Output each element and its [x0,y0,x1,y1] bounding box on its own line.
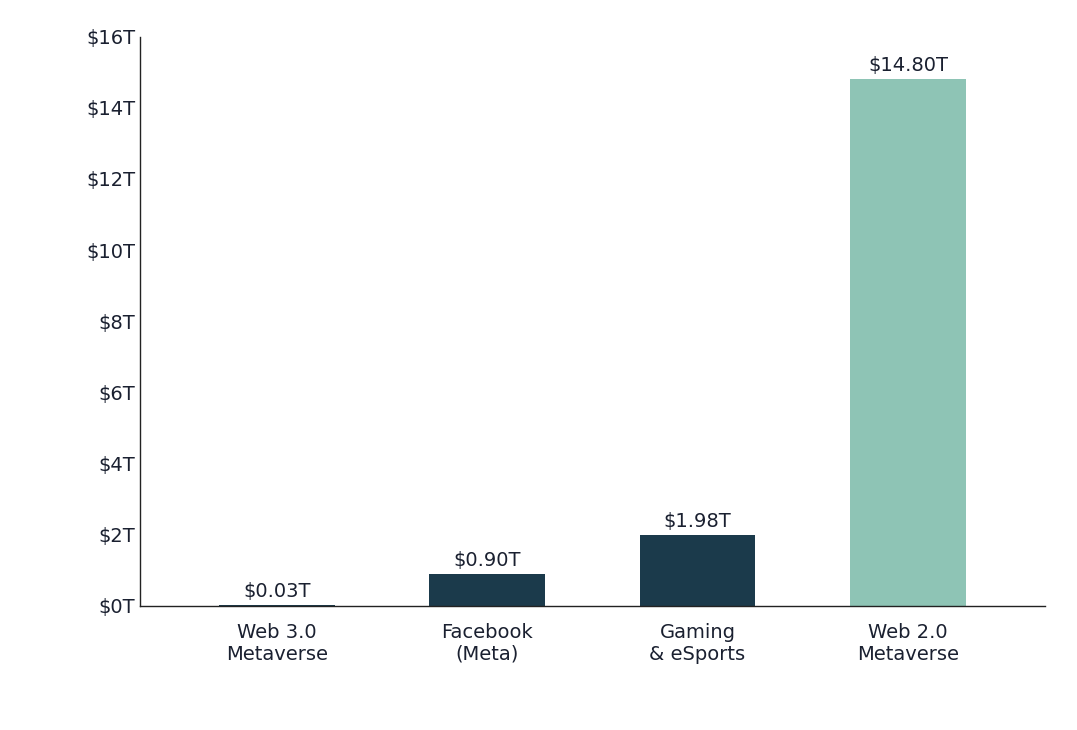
Bar [640,535,755,606]
Text: $14.80T: $14.80T [868,56,948,75]
Text: $0.03T: $0.03T [243,582,310,601]
Bar [430,574,545,606]
Text: $0.90T: $0.90T [453,550,521,569]
Bar [850,79,966,606]
Text: $1.98T: $1.98T [663,512,731,531]
Bar [219,605,335,606]
